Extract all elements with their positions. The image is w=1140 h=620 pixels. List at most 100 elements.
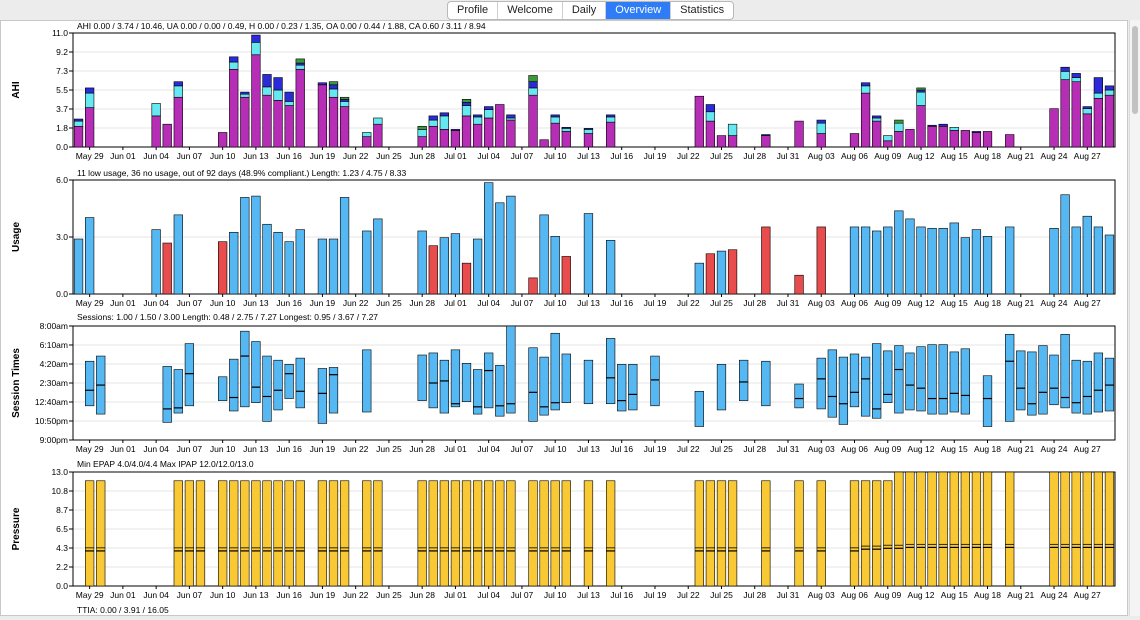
pressure-bar: [428, 480, 438, 587]
tab-overview[interactable]: Overview: [606, 2, 672, 19]
session-bar: [860, 356, 871, 417]
ahi-bar-h: [550, 116, 560, 124]
usage-bar: [1071, 226, 1081, 295]
usage-bar: [550, 236, 560, 295]
pressure-bar: [916, 471, 926, 587]
x-tick-label: Jun 13: [243, 298, 269, 308]
ahi-bar-oa: [317, 82, 328, 86]
ahi-bar-ahi: [251, 54, 261, 148]
x-tick-label: Aug 15: [941, 151, 968, 161]
scrollbar-thumb[interactable]: [1132, 26, 1138, 114]
pressure-bar: [539, 480, 549, 587]
x-tick-label: Jun 19: [310, 444, 336, 454]
usage-bar: [262, 223, 272, 295]
x-tick-label: Aug 24: [1041, 151, 1068, 161]
pressure-bar: [450, 480, 461, 587]
x-tick-label: Jul 19: [644, 151, 667, 161]
y-tick-label: 1.8: [56, 123, 68, 133]
x-tick-label: Aug 18: [974, 151, 1001, 161]
vertical-scrollbar[interactable]: [1129, 20, 1140, 616]
session-bar: [561, 353, 571, 403]
ahi-bar-h: [428, 119, 438, 127]
ahi-bar-ahi: [85, 107, 95, 148]
ahi-bar-oa: [606, 114, 616, 118]
usage-bar: [916, 226, 926, 295]
usage-bar: [362, 230, 372, 295]
session-bar: [328, 367, 339, 414]
x-tick-label: Aug 24: [1041, 444, 1068, 454]
pressure-bar: [860, 480, 871, 587]
tab-welcome[interactable]: Welcome: [498, 2, 563, 19]
pressure-bar: [173, 480, 183, 587]
ahi-bar-ahi: [883, 140, 893, 148]
y-tick-label: 8:00am: [40, 321, 68, 331]
usage-bar: [1060, 194, 1070, 295]
pressure-bar: [251, 480, 261, 587]
x-tick-label: Jul 25: [710, 590, 733, 600]
pressure-bar: [184, 480, 195, 587]
usage-bar: [417, 230, 427, 295]
session-bar: [229, 358, 239, 412]
ahi-bar-ahi: [472, 123, 483, 148]
ahi-bar-h: [151, 103, 161, 117]
chart-sessions: Sessions: 1.00 / 1.50 / 3.00 Length: 0.4…: [11, 312, 1116, 454]
ahi-bar-ahi: [1082, 113, 1092, 148]
x-tick-label: Jun 19: [310, 298, 336, 308]
x-tick-label: May 29: [76, 151, 104, 161]
tab-daily[interactable]: Daily: [563, 2, 607, 19]
ahi-bar-oa: [506, 114, 516, 119]
pressure-bar: [727, 480, 738, 587]
x-tick-label: Jul 28: [743, 298, 766, 308]
x-tick-label: Jun 16: [276, 151, 302, 161]
ahi-bar-h: [894, 122, 904, 132]
x-tick-label: Aug 03: [808, 590, 835, 600]
x-tick-label: Aug 03: [808, 444, 835, 454]
usage-bar-low: [162, 242, 172, 295]
pressure-bar: [495, 480, 505, 587]
ahi-bar-oa: [461, 102, 472, 106]
ahi-bar-ahi: [860, 92, 871, 148]
x-tick-label: Aug 27: [1074, 151, 1101, 161]
x-tick-label: Aug 06: [841, 151, 868, 161]
session-bar: [816, 357, 826, 410]
usage-bar: [872, 230, 882, 295]
ahi-bar-h: [85, 92, 95, 108]
tab-profile[interactable]: Profile: [448, 2, 499, 19]
x-tick-label: Jun 10: [210, 590, 236, 600]
pressure-bar: [705, 480, 716, 587]
pressure-bar: [971, 471, 982, 587]
y-tick-label: 12:40am: [35, 397, 68, 407]
ahi-bar-oa: [705, 104, 716, 113]
ahi-bar-ahi: [495, 104, 505, 148]
ahi-bar-ca: [461, 99, 472, 103]
ahi-bar-oa: [1060, 66, 1070, 72]
ahi-bar-oa: [971, 131, 982, 133]
chart-header: 11 low usage, 36 no usage, out of 92 day…: [77, 168, 406, 178]
x-tick-label: Jun 04: [143, 590, 169, 600]
ahi-bar-ca: [417, 125, 427, 130]
ahi-bar-ahi: [916, 105, 926, 148]
ahi-bar-oa: [528, 81, 538, 89]
overview-panel: AHI 0.00 / 3.74 / 10.46, UA 0.00 / 0.00 …: [0, 20, 1128, 616]
tab-statistics[interactable]: Statistics: [680, 4, 725, 16]
ahi-bar-ahi: [162, 123, 172, 148]
ahi-bar-ahi: [761, 135, 771, 148]
ahi-bar-oa: [816, 119, 826, 124]
ahi-bar-ahi: [927, 125, 937, 148]
x-tick-label: Aug 06: [841, 298, 868, 308]
x-tick-label: Aug 09: [874, 590, 901, 600]
x-tick-label: Jul 07: [511, 151, 534, 161]
ahi-bar-ahi: [705, 120, 716, 148]
usage-bar-low: [794, 274, 804, 295]
y-tick-label: 6.5: [56, 524, 68, 534]
usage-bar: [1082, 215, 1092, 295]
ahi-bar-h: [949, 127, 959, 131]
pressure-bar: [295, 480, 305, 587]
session-bar: [694, 390, 704, 427]
x-tick-label: Aug 09: [874, 298, 901, 308]
ahi-bar-h: [872, 117, 882, 122]
ahi-bar-ahi: [240, 96, 250, 148]
ahi-bar-ahi: [450, 130, 461, 148]
pressure-bar: [960, 471, 970, 587]
usage-bar: [151, 229, 161, 295]
